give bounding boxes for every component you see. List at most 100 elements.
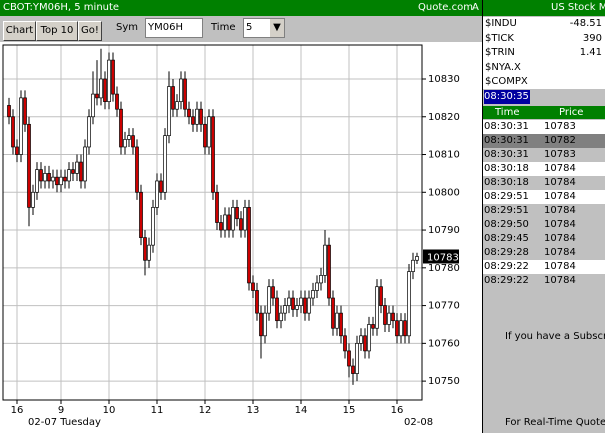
candle-body bbox=[267, 286, 271, 314]
x-tick-label: 9 bbox=[58, 405, 64, 416]
trade-price: 10782 bbox=[544, 135, 576, 146]
trade-price: 10784 bbox=[544, 247, 576, 258]
candle-body bbox=[219, 222, 223, 231]
candle-body bbox=[179, 78, 183, 102]
candle-body bbox=[383, 305, 387, 325]
trade-row: 08:30:31 10783 bbox=[483, 120, 605, 134]
top10-button[interactable]: Top 10 bbox=[36, 21, 78, 41]
trade-row: 08:30:18 10784 bbox=[483, 176, 605, 190]
sym-label: Sym bbox=[116, 22, 139, 33]
panel-title: US Stock M bbox=[483, 0, 605, 16]
candle-body bbox=[251, 282, 255, 291]
trade-price: 10784 bbox=[544, 275, 576, 286]
candle-body bbox=[331, 297, 335, 329]
candle-body bbox=[67, 169, 71, 182]
trade-row: 08:29:50 10784 bbox=[483, 218, 605, 232]
candle-body bbox=[139, 191, 143, 238]
candle-body bbox=[171, 86, 175, 110]
index-symbol: $TICK bbox=[485, 32, 514, 44]
trade-price: 10784 bbox=[544, 205, 576, 216]
column-price: Price bbox=[559, 107, 584, 118]
interval-select[interactable]: 5 ▼ bbox=[243, 18, 285, 38]
y-tick-label: 10830 bbox=[428, 74, 460, 85]
candle-body bbox=[91, 93, 95, 118]
trade-row: 08:30:31 10783 bbox=[483, 148, 605, 162]
candle-body bbox=[207, 116, 211, 148]
candle-body bbox=[247, 207, 251, 284]
candle-body bbox=[55, 176, 59, 186]
candle-body bbox=[115, 93, 119, 110]
y-tick-label: 10810 bbox=[428, 150, 460, 161]
candle-body bbox=[151, 207, 155, 246]
index-value: 390 bbox=[582, 32, 602, 44]
y-tick-label: 10800 bbox=[428, 187, 460, 198]
trade-price: 10784 bbox=[544, 191, 576, 202]
candle-body bbox=[411, 259, 415, 272]
x-tick-label: 11 bbox=[151, 405, 164, 416]
candle-body bbox=[15, 146, 19, 155]
x-tick-label: 12 bbox=[199, 405, 212, 416]
candle-body bbox=[107, 59, 111, 102]
candle-body bbox=[163, 135, 167, 193]
chart-button[interactable]: Chart bbox=[3, 21, 36, 41]
symbol-input[interactable]: YM06H bbox=[145, 18, 203, 38]
trade-price: 10784 bbox=[544, 163, 576, 174]
candle-body bbox=[335, 312, 339, 329]
date-label: 02-08 bbox=[404, 417, 433, 428]
brand-suffix: A bbox=[472, 2, 479, 13]
trade-price: 10784 bbox=[544, 177, 576, 188]
date-label: 02-07 Tuesday bbox=[28, 417, 101, 428]
dropdown-arrow[interactable]: ▼ bbox=[270, 19, 284, 37]
candle-body bbox=[111, 59, 115, 95]
candle-body bbox=[159, 180, 163, 193]
trade-time: 08:29:51 bbox=[484, 205, 529, 216]
candle-body bbox=[307, 297, 311, 314]
y-tick-label: 10760 bbox=[428, 338, 460, 349]
candle-body bbox=[27, 123, 31, 208]
candle-body bbox=[35, 169, 39, 193]
candle-body bbox=[303, 297, 307, 314]
candle-body bbox=[271, 286, 275, 299]
candle-body bbox=[395, 320, 399, 337]
candle-body bbox=[79, 161, 83, 182]
last-price-box bbox=[423, 249, 459, 264]
clock: 08:30:35 bbox=[484, 90, 530, 104]
note: If you have a Subscri bbox=[505, 331, 605, 342]
trade-price: 10784 bbox=[544, 233, 576, 244]
y-tick-label: 10790 bbox=[428, 225, 460, 236]
candle-body bbox=[199, 108, 203, 125]
candle-body bbox=[351, 365, 355, 374]
candle-body bbox=[43, 173, 47, 182]
candle-body bbox=[283, 305, 287, 314]
trade-row: 08:30:18 10784 bbox=[483, 162, 605, 176]
trade-time: 08:29:28 bbox=[484, 247, 529, 258]
candle-body bbox=[131, 135, 135, 148]
y-tick-label: 10780 bbox=[428, 263, 460, 274]
candle-body bbox=[19, 97, 23, 155]
candle-body bbox=[183, 78, 187, 110]
price-chart: 10750 10760 10770 10780 10790 10800 10810 10820… bbox=[0, 42, 483, 433]
candle-body bbox=[339, 312, 343, 337]
title-bar: CBOT:YM06H, 5 minute Quote.com A bbox=[0, 0, 483, 16]
go-button[interactable]: Go! bbox=[78, 21, 102, 41]
candle-body bbox=[415, 256, 419, 261]
y-tick-label: 10820 bbox=[428, 112, 460, 123]
column-time: Time bbox=[495, 107, 520, 118]
table-header: Time Price bbox=[483, 106, 605, 119]
x-tick-label: 15 bbox=[343, 405, 356, 416]
trade-row: 08:30:31 10782 bbox=[483, 134, 605, 148]
candle-body bbox=[191, 116, 195, 125]
candle-body bbox=[23, 97, 27, 125]
candle-body bbox=[407, 271, 411, 337]
interval-value: 5 bbox=[246, 22, 253, 33]
index-list bbox=[483, 17, 605, 89]
candle-body bbox=[387, 312, 391, 325]
candle-body bbox=[327, 244, 331, 299]
window-title: CBOT:YM06H, 5 minute bbox=[3, 2, 120, 13]
right-panel: US Stock M 08:30:35 Time Price If you ha… bbox=[483, 0, 605, 433]
candle-body bbox=[367, 324, 371, 352]
candle-body bbox=[299, 297, 303, 306]
candle-body bbox=[167, 86, 171, 136]
trade-time: 08:30:31 bbox=[484, 149, 529, 160]
